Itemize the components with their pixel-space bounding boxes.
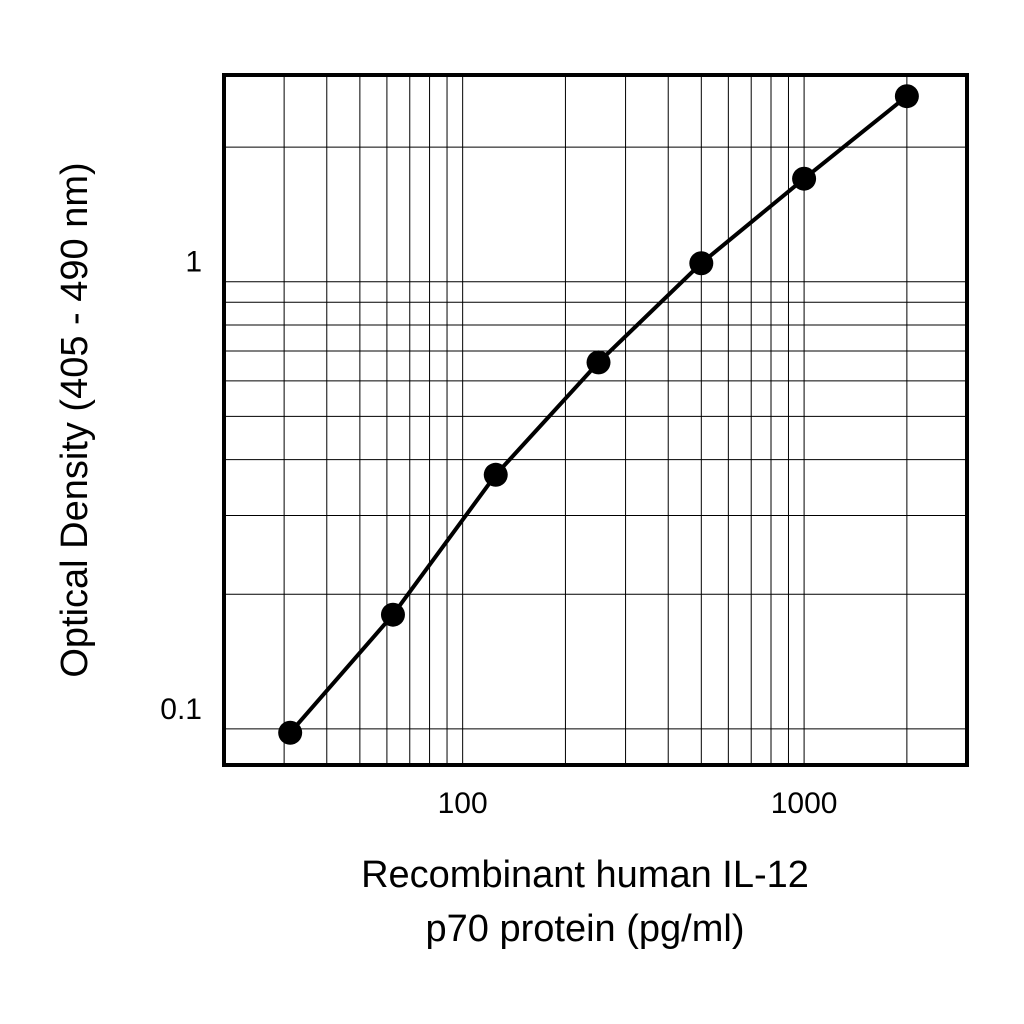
tick-labels: 100 1000 0.1 1 xyxy=(160,246,837,820)
y-tick-label: 1 xyxy=(185,246,202,279)
data-point xyxy=(278,720,303,745)
data-series xyxy=(278,84,919,745)
y-axis-title: Optical Density (405 - 490 nm) xyxy=(54,162,96,677)
data-point xyxy=(586,350,611,375)
x-tick-label: 100 xyxy=(438,787,488,820)
data-point xyxy=(483,462,508,487)
data-point xyxy=(689,251,714,276)
data-point xyxy=(380,602,405,627)
y-tick-label: 0.1 xyxy=(160,693,202,726)
grid-lines xyxy=(224,75,967,765)
data-point xyxy=(792,166,817,191)
x-axis-title-line-1: Recombinant human IL-12 xyxy=(361,854,809,896)
x-axis-title-line-2: p70 protein (pg/ml) xyxy=(426,908,745,950)
plot-frame xyxy=(222,73,969,767)
x-tick-label: 1000 xyxy=(771,787,838,820)
series-line xyxy=(288,94,909,735)
data-point xyxy=(894,84,919,109)
